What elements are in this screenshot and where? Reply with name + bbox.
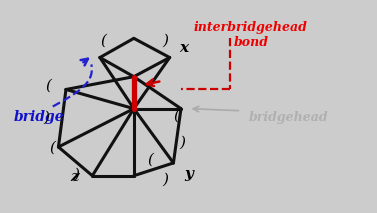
Text: y: y [185, 167, 194, 181]
Text: (: ( [173, 108, 179, 122]
Text: (: ( [100, 34, 106, 48]
Text: z: z [70, 170, 78, 184]
Text: interbridgehead
bond: interbridgehead bond [194, 21, 308, 49]
Text: ): ) [162, 34, 168, 48]
Text: (: ( [45, 78, 51, 92]
Text: (: ( [49, 140, 55, 154]
Text: bridgehead: bridgehead [249, 111, 328, 124]
Text: ): ) [43, 110, 49, 124]
Text: bridge: bridge [13, 110, 64, 124]
Text: x: x [179, 41, 188, 55]
Text: ): ) [74, 168, 80, 182]
Text: (: ( [147, 153, 153, 167]
Text: ): ) [179, 136, 185, 150]
Text: ): ) [162, 172, 168, 186]
